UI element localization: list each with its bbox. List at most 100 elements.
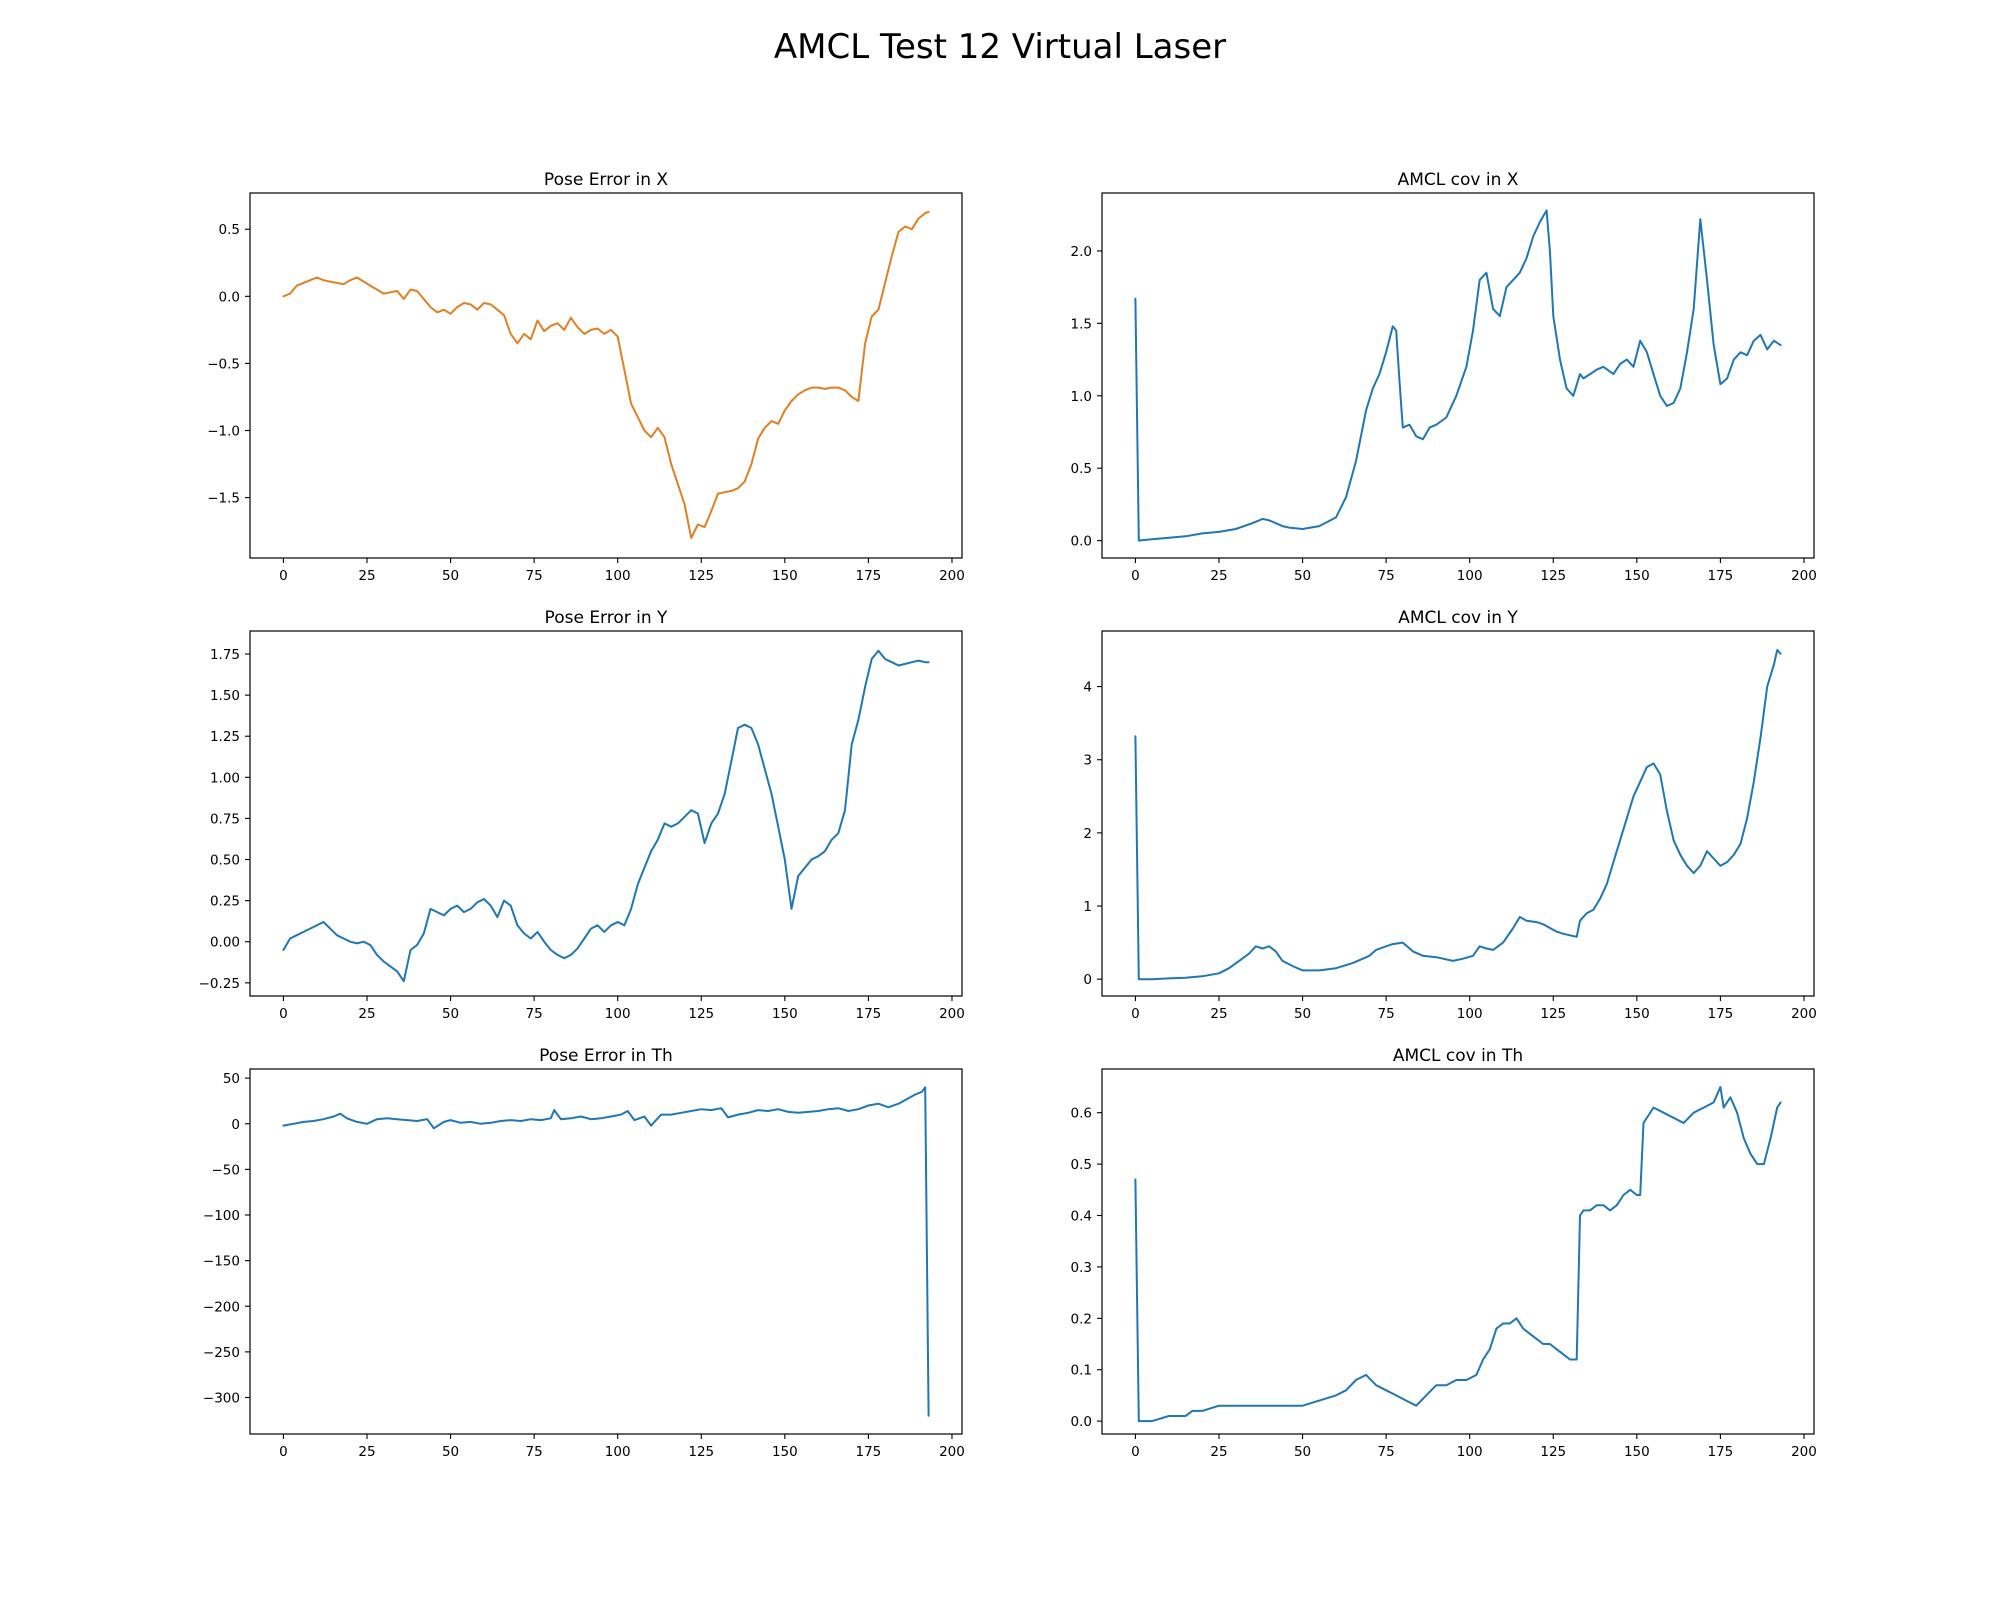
amcl-cov-th-ytick-label: 0.1 (1071, 1363, 1092, 1379)
amcl-cov-th-axes: AMCL cov in Th 0 25 50 75 100 125 150 175 200 0.0 0… (1071, 1046, 1817, 1460)
amcl-cov-x-ytick-label: 2.0 (1071, 244, 1092, 260)
pose-error-y-series-line-0 (282, 649, 930, 983)
amcl-cov-x-ytick-label: 1.5 (1071, 316, 1092, 332)
amcl-cov-y-ytick-label: 3 (1083, 753, 1092, 769)
pose-error-th-xtick-label: 200 (939, 1444, 965, 1460)
pose-error-x-xtick-label: 100 (605, 568, 631, 584)
pose-error-x-xtick-label: 150 (772, 568, 798, 584)
pose-error-th-frame (249, 1068, 963, 1435)
pose-error-y-xtick-label: 50 (442, 1006, 459, 1022)
amcl-cov-y-xtick-label: 150 (1624, 1006, 1650, 1022)
pose-error-y-axes: Pose Error in Y 0 25 50 75 100 125 150 175 200 1.7… (199, 608, 965, 1022)
amcl-cov-th-ytick-label: 0.2 (1071, 1311, 1092, 1327)
pose-error-x-ytick-label: −1.5 (207, 491, 240, 507)
amcl-cov-y-xtick-label: 125 (1540, 1006, 1566, 1022)
pose-error-th-xtick-label: 150 (772, 1444, 798, 1460)
pose-error-x-frame (249, 192, 963, 559)
amcl-cov-y-xtick-label: 25 (1210, 1006, 1227, 1022)
pose-error-th-xtick-label: 0 (279, 1444, 288, 1460)
pose-error-y-ytick-label: 0.00 (210, 935, 240, 951)
amcl-cov-x-xtick-label: 25 (1210, 568, 1227, 584)
amcl-cov-y-frame (1101, 630, 1815, 997)
pose-error-th-ytick-label: −300 (203, 1391, 240, 1407)
pose-error-y-ytick-label: 1.50 (210, 688, 240, 704)
amcl-cov-x-xtick-label: 100 (1457, 568, 1483, 584)
amcl-cov-y-ytick-label: 0 (1083, 972, 1092, 988)
amcl-cov-y-xtick-label: 100 (1457, 1006, 1483, 1022)
pose-error-y-ytick-label: 1.00 (210, 770, 240, 786)
amcl-cov-x-ytick-label: 0.0 (1071, 534, 1092, 550)
pose-error-x-xtick-label: 125 (688, 568, 714, 584)
pose-error-y-xtick-label: 200 (939, 1006, 965, 1022)
pose-error-y-title: Pose Error in Y (545, 608, 669, 628)
amcl-cov-th-title: AMCL cov in Th (1393, 1046, 1523, 1066)
pose-error-x-ytick-label: −0.5 (207, 356, 240, 372)
pose-error-y-ytick-label: 0.50 (210, 853, 240, 869)
amcl-cov-y-xtick-label: 175 (1708, 1006, 1734, 1022)
pose-error-th-ytick-label: −200 (203, 1299, 240, 1315)
pose-error-th-xtick-label: 75 (526, 1444, 543, 1460)
amcl-cov-th-xtick-label: 150 (1624, 1444, 1650, 1460)
amcl-cov-x-xtick-label: 150 (1624, 568, 1650, 584)
pose-error-x-xtick-label: 175 (856, 568, 882, 584)
figure-title: AMCL Test 12 Virtual Laser (774, 27, 1226, 67)
pose-error-th-ytick-label: −250 (203, 1345, 240, 1361)
amcl-cov-th-ytick-label: 0.0 (1071, 1414, 1092, 1430)
pose-error-th-series-line-0 (282, 1086, 930, 1417)
amcl-cov-x-xtick-label: 0 (1131, 568, 1140, 584)
pose-error-y-xtick-label: 125 (688, 1006, 714, 1022)
amcl-cov-x-frame (1101, 192, 1815, 559)
pose-error-th-xtick-label: 175 (856, 1444, 882, 1460)
pose-error-th-ytick-label: −50 (212, 1162, 241, 1178)
amcl-cov-th-xtick-label: 100 (1457, 1444, 1483, 1460)
pose-error-th-xtick-label: 100 (605, 1444, 631, 1460)
pose-error-y-ytick-label: −0.25 (199, 976, 240, 992)
amcl-cov-y-xtick-label: 75 (1378, 1006, 1395, 1022)
amcl-cov-th-ytick-label: 0.4 (1071, 1209, 1092, 1225)
pose-error-th-xtick-label: 25 (358, 1444, 375, 1460)
amcl-cov-th-ytick-label: 0.6 (1071, 1106, 1092, 1122)
pose-error-y-xtick-label: 175 (856, 1006, 882, 1022)
pose-error-th-xtick-label: 125 (688, 1444, 714, 1460)
amcl-cov-x-title: AMCL cov in X (1398, 170, 1519, 190)
amcl-cov-x-xtick-label: 75 (1378, 568, 1395, 584)
pose-error-y-ytick-label: 0.75 (210, 811, 240, 827)
pose-error-y-xtick-label: 25 (358, 1006, 375, 1022)
pose-error-th-ytick-label: 0 (231, 1117, 240, 1133)
amcl-cov-y-ytick-label: 1 (1083, 899, 1092, 915)
pose-error-x-ytick-label: 0.5 (219, 222, 240, 238)
pose-error-x-ytick-label: 0.0 (219, 289, 240, 305)
pose-error-y-xtick-label: 0 (279, 1006, 288, 1022)
pose-error-th-ytick-label: −100 (203, 1208, 240, 1224)
amcl-cov-y-series-line-0 (1134, 649, 1782, 981)
pose-error-x-title: Pose Error in X (544, 170, 669, 190)
amcl-cov-th-ytick-label: 0.5 (1071, 1157, 1092, 1173)
amcl-cov-th-xtick-label: 75 (1378, 1444, 1395, 1460)
pose-error-x-xtick-label: 200 (939, 568, 965, 584)
pose-error-y-xtick-label: 75 (526, 1006, 543, 1022)
amcl-cov-y-xtick-label: 0 (1131, 1006, 1140, 1022)
pose-error-y-ytick-label: 1.75 (210, 647, 240, 663)
amcl-cov-x-xtick-label: 125 (1540, 568, 1566, 584)
amcl-cov-th-xtick-label: 200 (1791, 1444, 1817, 1460)
amcl-cov-th-xtick-label: 25 (1210, 1444, 1227, 1460)
amcl-cov-y-ytick-label: 2 (1083, 826, 1092, 842)
pose-error-y-xtick-label: 150 (772, 1006, 798, 1022)
pose-error-y-ytick-label: 0.25 (210, 894, 240, 910)
amcl-cov-x-ytick-label: 0.5 (1071, 461, 1092, 477)
pose-error-x-series-line-0 (282, 210, 930, 539)
amcl-cov-y-ytick-label: 4 (1083, 680, 1092, 696)
amcl-cov-x-xtick-label: 200 (1791, 568, 1817, 584)
amcl-cov-th-xtick-label: 50 (1294, 1444, 1311, 1460)
amcl-cov-x-series-line-0 (1134, 209, 1782, 542)
pose-error-x-xtick-label: 50 (442, 568, 459, 584)
pose-error-th-ytick-label: −150 (203, 1254, 240, 1270)
pose-error-th-title: Pose Error in Th (539, 1046, 673, 1066)
amcl-cov-x-xtick-label: 175 (1708, 568, 1734, 584)
amcl-cov-th-series-line-0 (1134, 1086, 1782, 1423)
pose-error-x-axes: Pose Error in X 0 25 50 75 100 125 150 175 200 0.5… (207, 170, 965, 584)
pose-error-y-ytick-label: 1.25 (210, 729, 240, 745)
amcl-cov-th-xtick-label: 175 (1708, 1444, 1734, 1460)
